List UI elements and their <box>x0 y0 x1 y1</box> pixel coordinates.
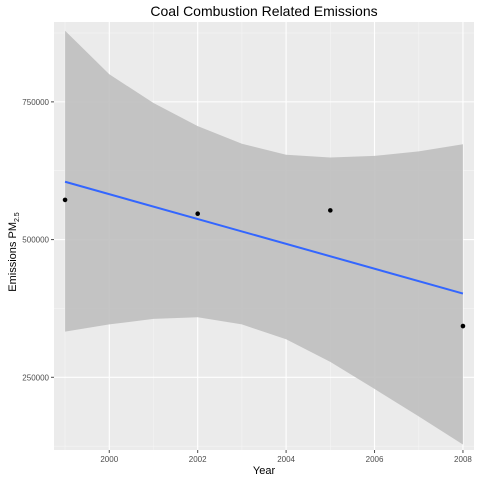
x-tick-label: 2006 <box>366 455 384 464</box>
trend-line <box>64 180 464 295</box>
data-point <box>460 323 466 329</box>
y-axis-ticks: 250000 500000 750000 <box>22 98 54 382</box>
x-tick-label: 2008 <box>454 455 472 464</box>
x-tick-label: 2000 <box>100 455 118 464</box>
y-tick-label: 500000 <box>22 236 49 245</box>
x-axis-label: Year <box>253 465 276 477</box>
y-tick-label: 750000 <box>22 98 49 107</box>
chart-title: Coal Combustion Related Emissions <box>150 3 377 19</box>
x-axis-ticks: 2000 2002 2004 2006 2008 <box>100 450 472 464</box>
y-axis-label: Emissions PM2.5 <box>7 212 21 292</box>
y-axis-label-main: Emissions PM <box>7 222 19 292</box>
data-point <box>62 197 68 203</box>
y-axis-label-subscript: 2.5 <box>14 212 21 222</box>
y-tick-label: 250000 <box>22 373 49 382</box>
x-tick-label: 2004 <box>277 455 295 464</box>
data-point <box>328 208 333 213</box>
data-points <box>62 197 466 329</box>
x-tick-label: 2002 <box>189 455 207 464</box>
data-point <box>195 211 200 216</box>
